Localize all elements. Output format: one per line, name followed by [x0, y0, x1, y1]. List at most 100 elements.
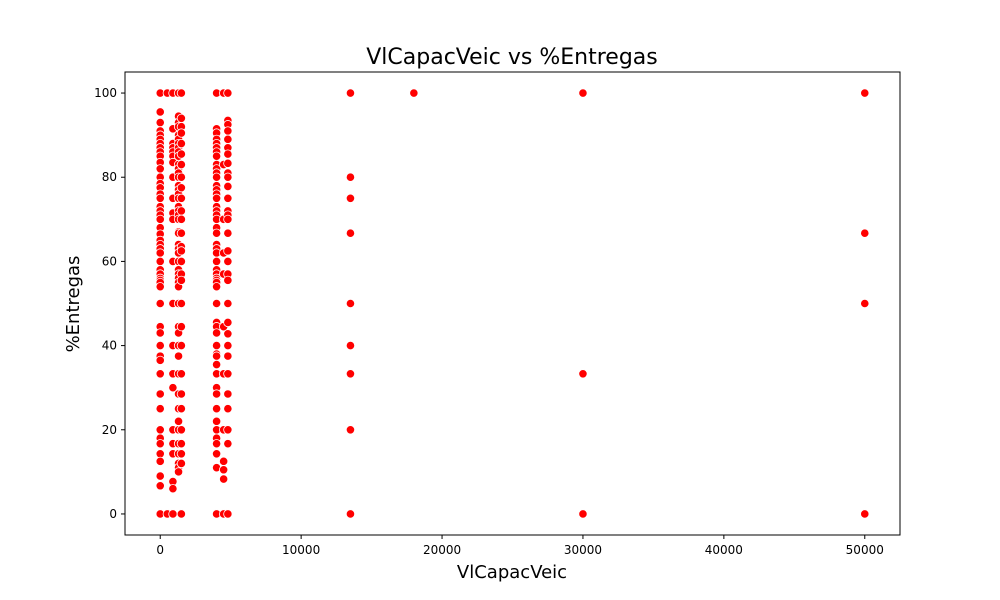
data-point	[155, 481, 165, 491]
y-tick-label: 100	[94, 86, 117, 100]
y-tick-label: 80	[102, 170, 117, 184]
data-point	[223, 369, 233, 379]
data-point	[155, 164, 165, 174]
data-point	[223, 134, 233, 144]
data-point	[176, 228, 186, 238]
data-point	[176, 128, 186, 138]
data-point	[176, 458, 186, 469]
data-point	[345, 88, 356, 98]
data-point	[211, 416, 222, 426]
chart-title: VlCapacVeic vs %Entregas	[366, 45, 657, 70]
data-point	[176, 172, 186, 182]
data-point	[168, 509, 178, 519]
data-point	[223, 246, 233, 256]
data-point	[155, 340, 165, 351]
y-axis: 0 20 40 60 80 100	[94, 86, 125, 521]
data-point	[223, 88, 233, 98]
data-point	[860, 298, 870, 309]
y-axis-label: %Entregas	[63, 256, 84, 353]
data-point	[176, 138, 186, 149]
data-point	[176, 425, 186, 435]
y-tick-label: 60	[102, 254, 117, 268]
data-point	[173, 467, 184, 477]
data-point	[176, 160, 186, 170]
data-point	[223, 317, 233, 328]
data-point	[155, 256, 165, 267]
y-tick-label: 40	[102, 339, 117, 353]
x-tick-label: 10000	[282, 543, 320, 557]
data-point	[155, 355, 165, 365]
data-point	[223, 389, 233, 399]
data-point	[223, 149, 233, 159]
data-point	[409, 88, 419, 98]
x-tick-label: 50000	[846, 543, 884, 557]
data-point	[223, 275, 233, 285]
data-point	[176, 389, 186, 399]
data-point	[155, 456, 165, 466]
x-tick-label: 30000	[564, 543, 602, 557]
data-point	[223, 228, 233, 238]
data-point	[345, 340, 356, 351]
data-point	[168, 383, 178, 393]
data-point	[155, 439, 165, 449]
data-point	[155, 107, 165, 117]
data-point	[223, 193, 233, 203]
data-point	[173, 351, 184, 361]
data-point	[176, 183, 186, 193]
data-point	[223, 439, 233, 449]
data-point	[211, 151, 222, 161]
data-point	[176, 275, 186, 285]
data-point	[176, 340, 186, 351]
data-point	[155, 328, 165, 338]
data-point	[223, 404, 233, 414]
data-point	[345, 509, 356, 519]
data-point	[223, 158, 233, 168]
data-point	[211, 328, 222, 338]
data-point	[176, 449, 186, 459]
data-point	[155, 449, 165, 459]
data-point	[176, 369, 186, 379]
data-point	[176, 256, 186, 267]
data-point	[176, 298, 186, 309]
data-point	[860, 509, 870, 519]
data-point	[173, 416, 184, 426]
data-point	[211, 256, 222, 267]
x-tick-label: 40000	[705, 543, 743, 557]
x-tick-label: 0	[156, 543, 164, 557]
data-point	[578, 369, 588, 379]
data-point	[155, 389, 165, 399]
data-point	[176, 88, 186, 98]
data-point	[211, 449, 222, 459]
data-point	[155, 248, 165, 258]
data-point	[155, 214, 165, 224]
data-point	[168, 484, 178, 494]
data-point	[211, 439, 222, 449]
data-point	[219, 465, 229, 475]
data-point	[860, 88, 870, 98]
data-point	[211, 282, 222, 292]
data-point	[223, 340, 233, 351]
data-point	[223, 256, 233, 267]
data-point	[176, 404, 186, 414]
data-point	[223, 214, 233, 224]
data-point	[219, 456, 229, 466]
data-point	[176, 149, 186, 159]
data-point	[155, 404, 165, 414]
data-point	[211, 351, 222, 361]
data-point	[211, 228, 222, 238]
data-point	[211, 389, 222, 399]
data-point	[211, 404, 222, 414]
data-point	[155, 282, 165, 292]
data-point	[223, 172, 233, 182]
data-point	[345, 172, 356, 182]
x-axis-label: VlCapacVeic	[457, 562, 567, 583]
data-point	[176, 113, 186, 123]
x-tick-label: 20000	[423, 543, 461, 557]
data-point	[345, 298, 356, 309]
data-point	[578, 509, 588, 519]
data-point	[176, 193, 186, 203]
data-point	[345, 369, 356, 379]
data-point	[211, 172, 222, 182]
data-point	[211, 298, 222, 309]
